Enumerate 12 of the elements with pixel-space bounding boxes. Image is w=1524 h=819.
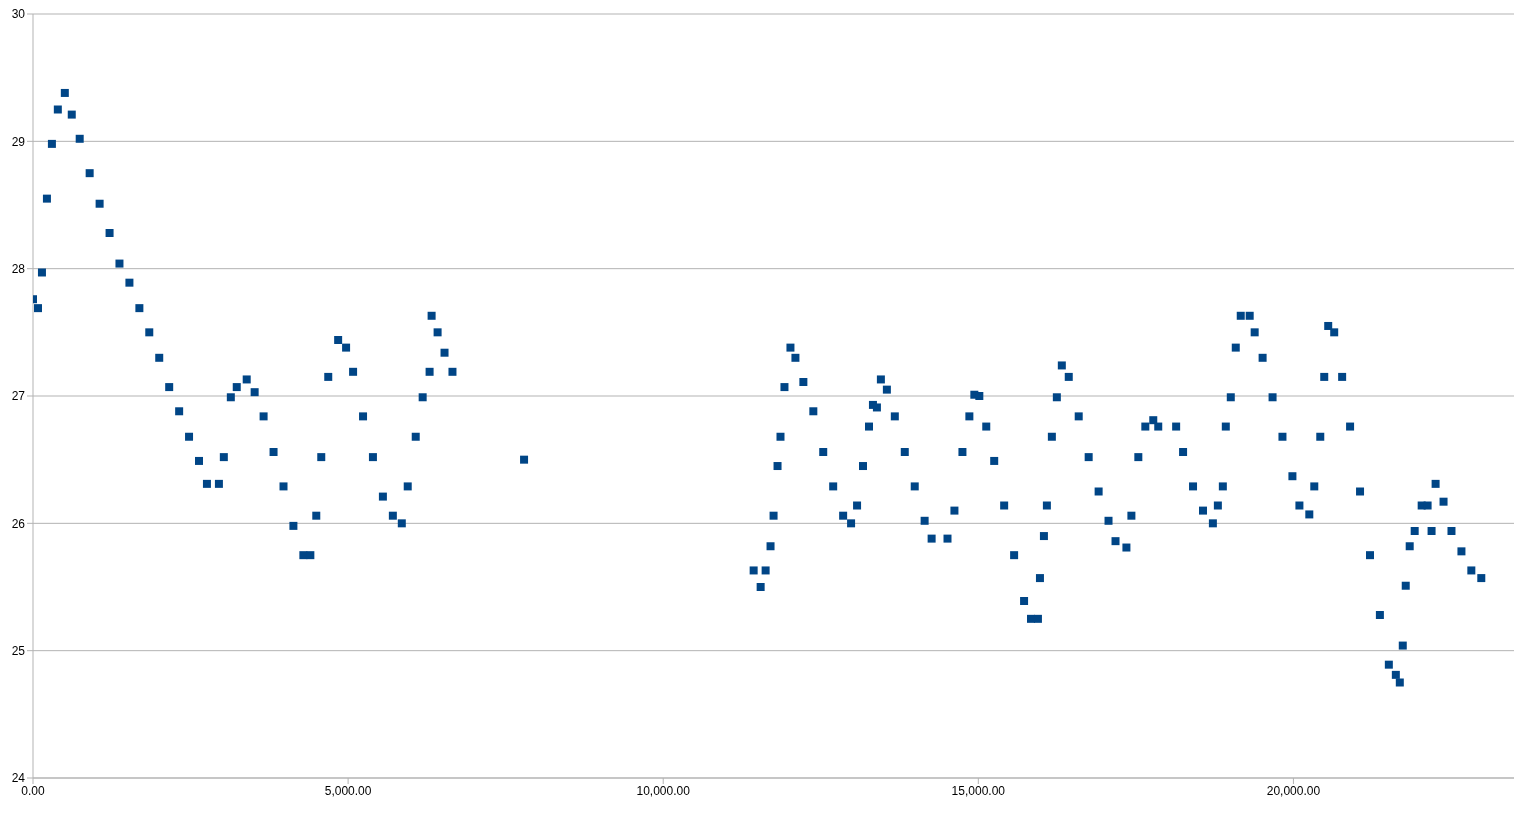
y-tick-label: 30 bbox=[11, 7, 26, 22]
y-tick-label: 28 bbox=[11, 261, 26, 276]
x-tick-label: 20,000.00 bbox=[1266, 783, 1321, 798]
x-tick-label: 0.00 bbox=[21, 783, 45, 798]
y-tick-label: 26 bbox=[11, 516, 26, 531]
y-tick-label: 29 bbox=[11, 134, 26, 149]
x-tick-label: 10,000.00 bbox=[636, 783, 691, 798]
y-tick-label: 24 bbox=[11, 771, 26, 786]
y-tick-label: 25 bbox=[11, 643, 26, 658]
x-tick-label: 15,000.00 bbox=[951, 783, 1006, 798]
y-tick-label: 27 bbox=[11, 389, 26, 404]
x-tick-label: 5,000.00 bbox=[324, 783, 372, 798]
